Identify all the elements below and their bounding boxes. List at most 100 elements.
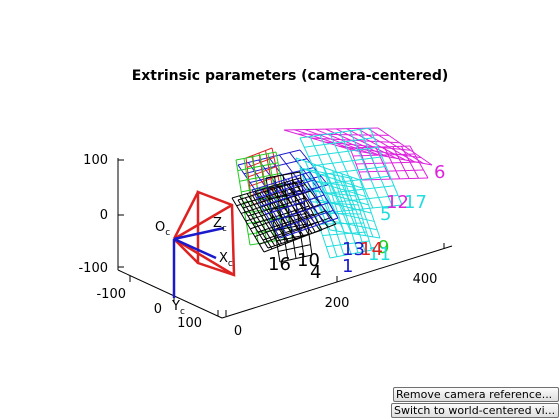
board-grid-line [359,179,381,239]
board-grid-line [324,141,411,151]
switch-world-centered-button[interactable]: Switch to world-centered vi... [391,403,559,418]
board-number-label: 17 [404,192,427,213]
board-grid-line [239,195,273,250]
board-grid-line [256,179,315,199]
board-grid-line [257,213,314,233]
board-grid-line [329,229,381,239]
x-tick-label: 0 [154,302,162,317]
board-grid-line [308,146,379,157]
board-grid-line [283,127,379,131]
board-number-label: 6 [434,162,445,183]
board-grid-line [329,194,399,204]
board-grid-line [235,151,277,161]
board-grid-line [278,244,311,252]
board-grid-line [352,153,415,157]
board-number-label: 9 [378,237,389,258]
board-grid-line [321,175,391,185]
camera-x-label: Xc [219,251,233,269]
board-grid-line [299,177,337,225]
board-grid-line [297,133,389,136]
board-grid-line [358,169,424,173]
calibration-board [299,127,403,213]
board-grid-line [314,212,362,215]
y-tick-label: 0 [234,324,242,339]
board-grid-line [295,157,361,181]
board-grid-line [252,205,310,225]
board-grid-line [242,189,301,209]
board-grid-line [267,229,323,249]
board-grid-line [299,167,351,179]
board-grid-line [326,240,370,248]
board-grid-line [279,217,339,239]
board-number-label: 11 [368,244,391,265]
x-tick-label: -100 [96,287,126,302]
board-grid-line [299,127,371,139]
board-number-label: 16 [268,254,291,275]
board-grid-line [355,161,420,165]
board-grid-line [325,185,395,194]
board-grid-line [237,162,279,172]
remove-camera-reference-button[interactable]: Remove camera reference... [393,387,559,402]
board-number-label: 14 [360,239,383,260]
origin-label: Oc [155,220,170,238]
board-grid-line [245,147,273,159]
board-grid-line [275,209,334,231]
board-grid-line [350,176,374,238]
board-grid-line [262,221,318,241]
board-grid-line [312,156,383,167]
board-grid-line [249,175,279,187]
board-grid-line [307,190,356,197]
calibration-board [251,171,339,239]
axis-ticks [118,159,445,316]
camera-axes [172,226,225,298]
board-grid-line [333,204,403,213]
z-tick-label: 100 [83,153,108,168]
board-number-label: 12 [386,192,409,213]
x-tick-label: 100 [177,316,202,331]
board-grid-line [246,193,281,247]
board-grid-line [322,231,367,236]
board-number-label: 10 [297,250,320,271]
board-grid-line [325,128,388,158]
calibration-boards [231,127,433,263]
board-grid-line [237,181,297,201]
board-grid-line [263,223,337,253]
board-grid-line [313,164,345,233]
y-tick-label: 200 [325,296,350,311]
board-grid-line [265,171,301,179]
board-number-label: 4 [310,262,321,283]
plot-title: Extrinsic parameters (camera-centered) [132,68,449,84]
board-grid-line [231,177,301,199]
board-grid-line [270,202,329,223]
board-grid-line [279,254,313,263]
board-grid-line [304,137,375,148]
board-grid-line [261,186,320,207]
board-grid-line [322,167,352,234]
board-grid-line [265,194,325,215]
board-grid-line [367,127,424,164]
board-grid-line [329,249,373,259]
board-grid-line [231,197,265,253]
board-grid-line [247,156,275,168]
camera-z-label: Zc [213,216,227,234]
board-grid-line [248,166,277,178]
board-grid-line [265,150,275,198]
z-tick-label: 0 [100,208,108,223]
camera-frustum [172,190,236,277]
z-tick-label: -100 [78,261,108,276]
board-number-label: 13 [342,239,365,260]
board-grid-line [247,197,305,217]
tick-labels: 100 0 -100 -100 0 100 0 200 400 [78,153,437,339]
board-grid-line [361,177,429,181]
camera-y-label: Yc [171,299,185,317]
board-grid-line [356,128,415,163]
board-grid-line [349,145,411,149]
board-grid-line [255,175,322,192]
board-grid-line [332,170,360,235]
calibration-board [237,181,323,249]
board-grid-line [251,171,311,191]
board-number-label: 5 [380,204,391,225]
camera-labels: Oc Zc Xc Yc [155,216,233,317]
